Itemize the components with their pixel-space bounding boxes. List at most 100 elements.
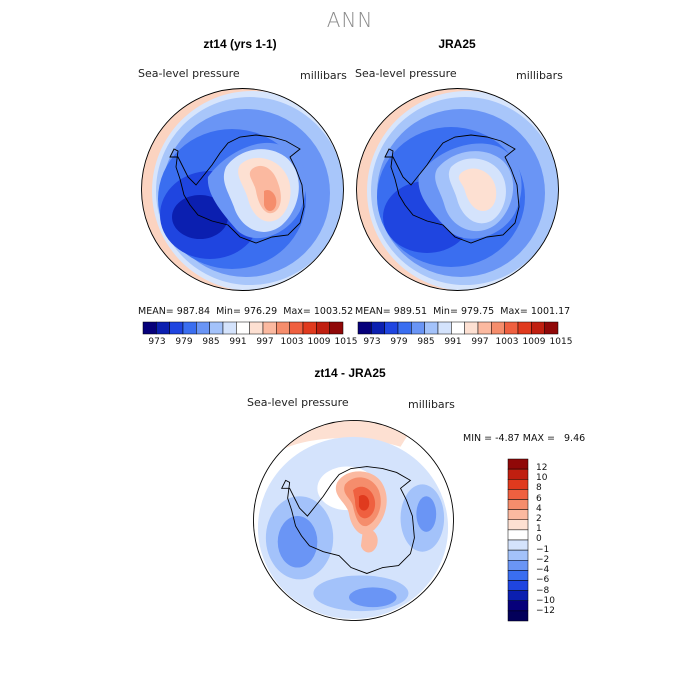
diff-colorbar-swatch (507, 610, 529, 622)
colorbar-swatch (302, 321, 317, 335)
colorbar-swatch (156, 321, 170, 335)
diff-colorbar-swatch (507, 549, 529, 561)
panel1-variable-label: Sea-level pressure (138, 67, 240, 80)
diff-colorbar-tick: −2 (536, 555, 550, 565)
colorbar-swatch (262, 321, 277, 335)
colorbar1-tick: 973 (148, 337, 166, 347)
mean-label: MEAN= (355, 306, 391, 317)
diff-colorbar-swatch (507, 509, 529, 520)
mean-label: MEAN= (138, 306, 174, 317)
colorbar-swatch (276, 321, 290, 335)
diff-colorbar-swatch (507, 570, 529, 581)
colorbar-swatch (477, 321, 492, 335)
diff-colorbar-swatch (507, 489, 529, 500)
colorbar-swatch (504, 321, 519, 335)
colorbar1-tick: 1003 (280, 337, 304, 347)
colorbar-swatch (424, 321, 439, 335)
panel1-max: 1003.52 (313, 306, 354, 317)
panel1-units-label: millibars (300, 69, 347, 82)
colorbar1-tick: 1009 (307, 337, 331, 347)
colorbar-swatch (182, 321, 197, 335)
diff-max-label: MAX = (522, 433, 555, 444)
colorbar-swatch (544, 321, 559, 335)
panel2-max: 1001.17 (530, 306, 571, 317)
colorbar-swatch (169, 321, 184, 335)
max-label: Max= (500, 306, 528, 317)
map-panel2-jra25 (356, 88, 559, 291)
colorbar-swatch (316, 321, 330, 335)
colorbar-swatch (464, 321, 479, 335)
panel2-units-label: millibars (516, 69, 563, 82)
colorbar2-tick: 979 (390, 337, 408, 347)
diff-colorbar-swatch (507, 499, 529, 510)
diff-colorbar-swatch (507, 600, 529, 612)
colorbar-swatch (236, 321, 250, 335)
colorbar-swatch (411, 321, 425, 335)
diff-colorbar-swatch (507, 590, 529, 601)
colorbar-swatch (209, 321, 224, 335)
diff-colorbar-tick: 0 (536, 534, 542, 544)
diff-colorbar-swatch (507, 580, 529, 591)
panel1-title: zt14 (yrs 1-1) (203, 37, 277, 51)
colorbar1-tick: 997 (256, 337, 274, 347)
diff-min: -4.87 (495, 433, 520, 444)
diff-colorbar-swatch (507, 519, 529, 531)
season-title: ANN (326, 8, 374, 32)
colorbar-swatch (371, 321, 385, 335)
map-panel1-model (141, 88, 344, 291)
colorbar2-tick: 973 (363, 337, 381, 347)
diff-colorbar-swatch (507, 458, 529, 470)
diff-colorbar-tick: 2 (536, 514, 542, 524)
diff-colorbar-tick: −12 (536, 606, 555, 616)
colorbar-swatch (437, 321, 452, 335)
diff-colorbar-tick: 10 (536, 473, 548, 483)
diff-colorbar-tick: −6 (536, 575, 550, 585)
colorbar-swatch (142, 321, 157, 335)
diff-variable-label: Sea-level pressure (247, 396, 349, 409)
diff-colorbar-tick: 4 (536, 504, 542, 514)
diff-colorbar-tick: 6 (536, 494, 542, 504)
colorbar2-tick: 997 (471, 337, 489, 347)
diff-minmax: MIN = -4.87 MAX = 9.46 (463, 433, 585, 444)
diff-colorbar-swatch (507, 529, 529, 541)
panel2-min: 979.75 (460, 306, 495, 317)
colorbar-swatch (329, 321, 344, 335)
panel2-stats: MEAN= 989.51 Min= 979.75 Max= 1001.17 (355, 306, 570, 317)
diff-title: zt14 - JRA25 (314, 366, 386, 380)
diff-min-label: MIN = (463, 433, 493, 444)
map-difference (253, 420, 454, 621)
diff-colorbar-tick: −1 (536, 545, 550, 555)
colorbar-panel1 (142, 321, 344, 335)
panel1-mean: 987.84 (176, 306, 211, 317)
colorbar1-tick: 985 (202, 337, 220, 347)
colorbar-panel2 (357, 321, 559, 335)
colorbar-swatch (531, 321, 545, 335)
panel2-mean: 989.51 (393, 306, 428, 317)
diff-colorbar-tick: 12 (536, 463, 548, 473)
diff-colorbar-swatch (507, 468, 529, 480)
colorbar-swatch (222, 321, 237, 335)
diff-colorbar-swatch (507, 560, 529, 571)
diff-colorbar-tick: −4 (536, 565, 550, 575)
colorbar-swatch (397, 321, 412, 335)
diff-colorbar-swatch (507, 539, 529, 551)
colorbar-swatch (196, 321, 210, 335)
colorbar-swatch (451, 321, 465, 335)
colorbar-swatch (517, 321, 532, 335)
min-label: Min= (216, 306, 241, 317)
min-label: Min= (433, 306, 458, 317)
colorbar-swatch (357, 321, 372, 335)
colorbar2-tick: 1015 (549, 337, 573, 347)
colorbar1-tick: 1015 (334, 337, 358, 347)
diff-colorbar-swatch (507, 479, 529, 490)
colorbar-swatch (249, 321, 264, 335)
colorbar-swatch (384, 321, 399, 335)
diff-colorbar-tick: 8 (536, 483, 542, 493)
diff-units-label: millibars (408, 398, 455, 411)
diff-max: 9.46 (564, 433, 586, 444)
colorbar2-tick: 991 (444, 337, 462, 347)
panel2-title: JRA25 (438, 37, 476, 51)
diff-colorbar-tick: −10 (536, 596, 555, 606)
panel2-variable-label: Sea-level pressure (355, 67, 457, 80)
colorbar-swatch (289, 321, 304, 335)
